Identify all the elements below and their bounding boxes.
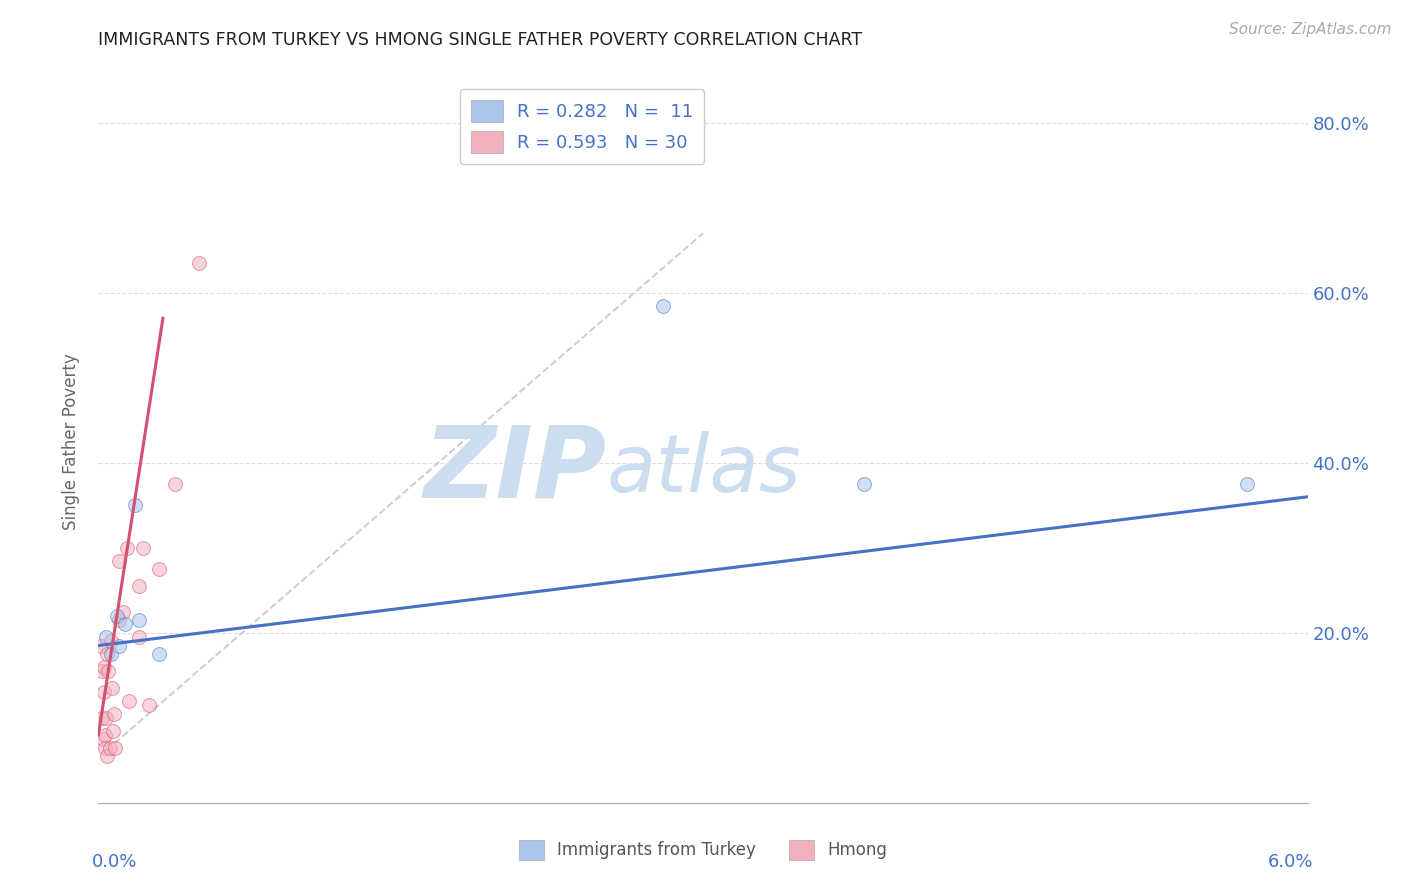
Text: ZIP: ZIP	[423, 422, 606, 519]
Point	[94, 728, 117, 742]
Point	[91, 664, 114, 678]
Point	[100, 681, 122, 695]
Text: Source: ZipAtlas.com: Source: ZipAtlas.com	[1229, 22, 1392, 37]
Point	[128, 630, 150, 644]
Point	[97, 664, 120, 678]
Point	[148, 647, 170, 661]
Point	[118, 694, 141, 708]
Point	[94, 740, 117, 755]
Point	[96, 749, 118, 764]
Point	[107, 553, 129, 567]
Point	[103, 706, 125, 721]
Point	[101, 723, 124, 738]
Point	[163, 477, 186, 491]
Point	[96, 647, 118, 661]
Text: atlas: atlas	[606, 432, 801, 509]
Point	[651, 299, 673, 313]
Text: 6.0%: 6.0%	[1268, 854, 1313, 871]
Point	[100, 647, 122, 661]
Point	[98, 740, 121, 755]
Point	[107, 613, 129, 627]
Legend: Immigrants from Turkey, Hmong: Immigrants from Turkey, Hmong	[512, 833, 894, 867]
Y-axis label: Single Father Poverty: Single Father Poverty	[62, 353, 80, 530]
Point	[132, 541, 155, 555]
Point	[128, 579, 150, 593]
Point	[91, 711, 114, 725]
Point	[188, 256, 211, 270]
Point	[124, 498, 146, 512]
Point	[138, 698, 160, 712]
Point	[93, 732, 115, 747]
Point	[96, 711, 118, 725]
Point	[115, 541, 138, 555]
Point	[853, 477, 876, 491]
Point	[100, 634, 122, 648]
Point	[103, 740, 125, 755]
Text: 0.0%: 0.0%	[93, 854, 138, 871]
Point	[93, 660, 115, 674]
Point	[114, 617, 136, 632]
Point	[148, 562, 170, 576]
Point	[107, 639, 129, 653]
Point	[93, 685, 115, 699]
Point	[105, 608, 128, 623]
Point	[128, 613, 150, 627]
Point	[1236, 477, 1258, 491]
Text: IMMIGRANTS FROM TURKEY VS HMONG SINGLE FATHER POVERTY CORRELATION CHART: IMMIGRANTS FROM TURKEY VS HMONG SINGLE F…	[98, 31, 862, 49]
Point	[96, 630, 118, 644]
Point	[90, 639, 112, 653]
Point	[111, 605, 134, 619]
